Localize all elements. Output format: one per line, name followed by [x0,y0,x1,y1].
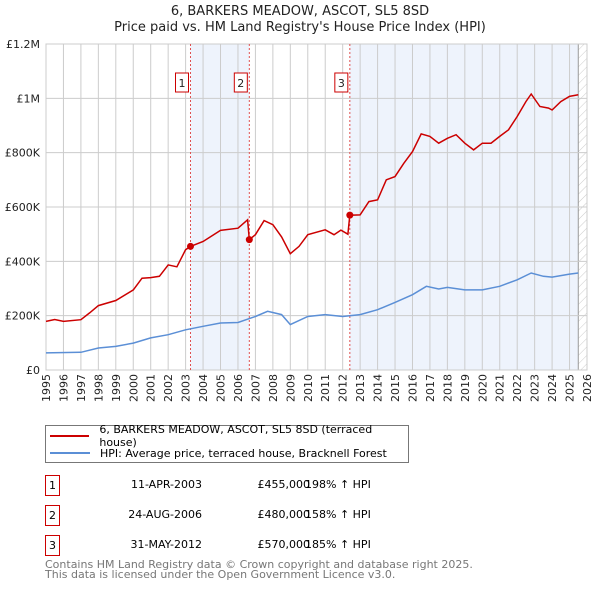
x-tick-label: 1998 [92,374,105,402]
x-tick-label: 2019 [459,374,472,402]
x-tick-label: 2012 [337,374,350,402]
sale-point [346,211,354,219]
x-tick-label: 2005 [215,374,228,402]
y-tick-label: £800K [5,147,41,160]
x-tick-label: 1999 [110,374,123,402]
x-tick-label: 2007 [249,374,262,402]
legend-swatch-red [50,435,90,437]
legend-item-hpi: HPI: Average price, terraced house, Brac… [50,445,387,461]
sale-date: 11-APR-2003 [130,478,202,491]
x-tick-label: 2013 [354,374,367,402]
x-tick-label: 1996 [57,374,70,402]
chart-subtitle: Price paid vs. HM Land Registry's House … [114,20,486,35]
x-tick-label: 2010 [302,374,315,402]
chart-title: 6, BARKERS MEADOW, ASCOT, SL5 8SD [170,4,430,19]
x-tick-label: 1995 [40,374,53,402]
x-tick-label: 2021 [494,374,507,402]
legend-label: HPI: Average price, terraced house, Brac… [100,446,387,460]
x-tick-label: 2015 [389,374,402,402]
x-tick-label: 2022 [511,374,524,402]
sale-label: 3 [338,77,345,90]
x-tick-label: 2023 [529,374,542,402]
series-line [45,272,579,354]
sale-point [245,236,253,244]
y-tick-label: £200K [5,310,41,323]
legend-swatch-blue [50,452,90,454]
footer-copyright: Contains HM Land Registry data © Crown c… [45,558,473,571]
x-tick-label: 2018 [441,374,454,402]
legend-label: 6, BARKERS MEADOW, ASCOT, SL5 8SD (terra… [99,423,373,449]
x-tick-label: 2001 [145,374,158,402]
sale-date: 24-AUG-2006 [128,508,202,521]
footer: Contains HM Land Registry data © Crown c… [45,558,473,581]
sale-number: 2 [45,505,60,526]
x-tick-label: 1997 [75,374,88,402]
sale-label-box [334,72,349,93]
x-tick-label: 2008 [267,374,280,402]
sale-hpi: 158% ↑ HPI [305,508,371,521]
x-tick-label: 2017 [424,374,437,402]
sale-row: 2 24-AUG-2006 £480,000 158% ↑ HPI [45,505,445,526]
price-chart: 1995 1996 1997 1998 1999 2000 2001 2002 2003 2004… [5,38,594,402]
plot-frame [45,43,588,371]
sale-label-box [174,72,189,93]
sale-hpi: 198% ↑ HPI [305,478,371,491]
sale-row: 3 31-MAY-2012 £570,000 185% ↑ HPI [45,535,445,556]
x-tick-label: 2026 [581,374,594,402]
x-tick-label: 2006 [232,374,245,402]
sale-hpi: 185% ↑ HPI [305,538,371,551]
x-tick-label: 2011 [319,374,332,402]
x-tick-label: 2000 [127,374,140,402]
footer-licence: This data is licensed under the Open Gov… [45,568,396,581]
legend-item-property: 6, BARKERS MEADOW, ASCOT, SL5 8SD (terra… [50,423,408,449]
x-tick-label: 2020 [476,374,489,402]
x-tick-label: 2009 [284,374,297,402]
y-tick-label: £600K [5,201,41,214]
y-tick-label: £1M [17,92,41,105]
sale-date: 31-MAY-2012 [130,538,202,551]
sale-row: 1 11-APR-2003 £455,000 198% ↑ HPI [45,475,445,496]
x-tick-label: 2025 [564,374,577,402]
x-tick-label: 2014 [372,374,385,402]
y-tick-label: £1.2M [6,38,40,51]
sale-price: £570,000 [257,538,311,551]
x-tick-label: 2002 [162,374,175,402]
sale-number: 3 [45,535,60,556]
x-tick-label: 2024 [546,374,559,402]
sale-number: 1 [45,475,60,496]
y-tick-label: £0 [26,364,40,377]
series-line [45,92,579,323]
sale-price: £480,000 [257,508,311,521]
sale-point [186,242,194,250]
x-tick-label: 2016 [406,374,419,402]
sale-label: 2 [237,77,244,90]
x-tick-label: 2004 [197,374,210,402]
sale-price: £455,000 [257,478,311,491]
sale-label-box [233,72,248,93]
legend: 6, BARKERS MEADOW, ASCOT, SL5 8SD (terra… [45,423,409,463]
sale-label: 1 [178,77,185,90]
y-tick-label: £400K [5,255,41,268]
x-tick-label: 2003 [180,374,193,402]
